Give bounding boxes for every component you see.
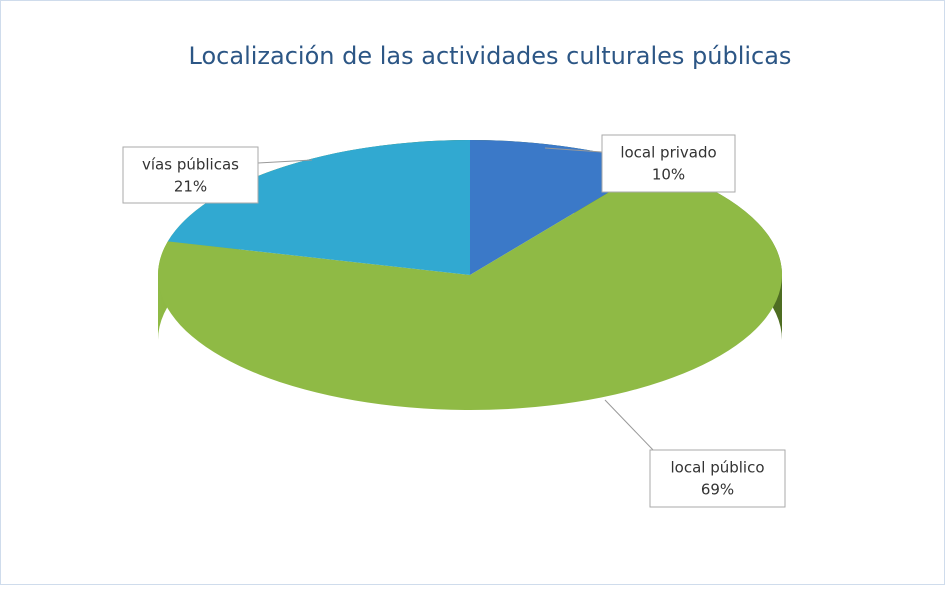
label-name: local privado xyxy=(620,144,716,162)
labels: local privado 10% local público 69% vías púb… xyxy=(122,134,786,508)
label-value: 10% xyxy=(652,166,685,184)
leader-line xyxy=(604,399,656,453)
chart-title: Localización de las actividades cultural… xyxy=(189,42,792,70)
label-value: 69% xyxy=(701,481,734,499)
pie-slice xyxy=(157,165,782,410)
label-value: 21% xyxy=(174,178,207,196)
label-box xyxy=(649,449,786,508)
leader-line xyxy=(257,159,313,164)
label-box xyxy=(122,146,259,204)
label-box xyxy=(601,134,736,193)
label-name: local público xyxy=(670,459,764,477)
pie-slice xyxy=(167,140,470,275)
leader-line xyxy=(544,147,603,153)
label-name: vías públicas xyxy=(142,156,239,174)
